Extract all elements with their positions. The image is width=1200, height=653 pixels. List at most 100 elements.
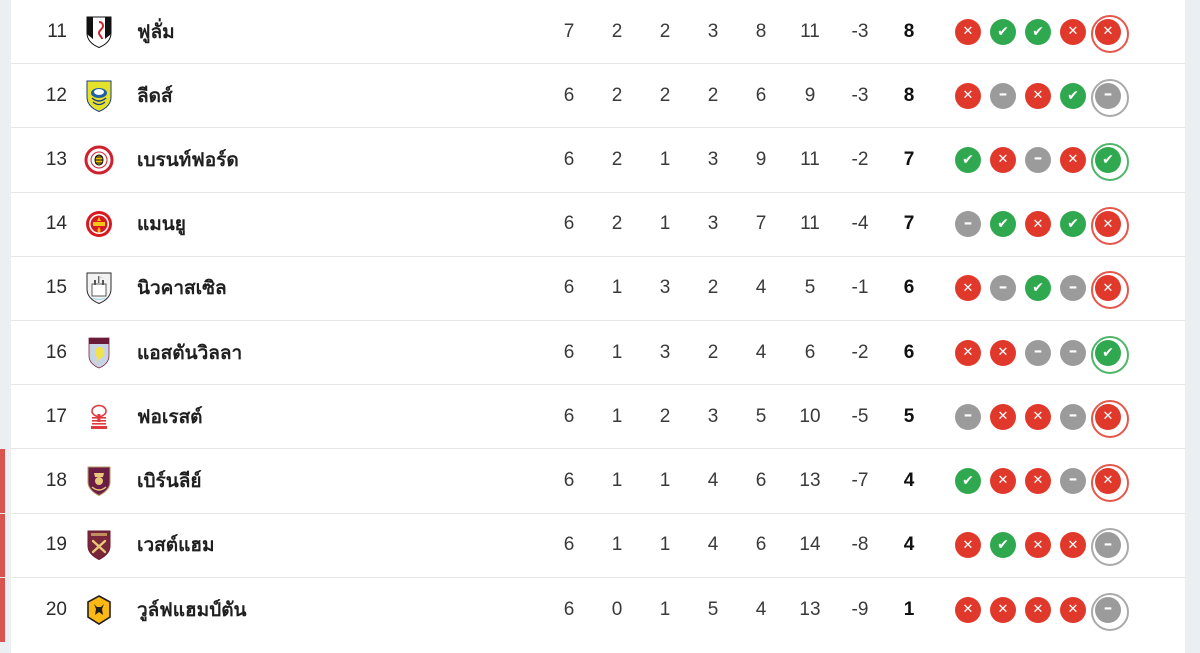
table-row[interactable]: 12 ลีดส์ 6 2 2 2 6 9 -3 8 ✕ – ✕ ✔ – (11, 64, 1185, 129)
form-loss-icon[interactable]: ✕ (1060, 532, 1086, 559)
form-draw-icon[interactable]: – (990, 275, 1016, 302)
form-draw-icon[interactable]: – (1060, 467, 1086, 494)
position-cell: 18 (45, 469, 67, 491)
form-cell: ✕ ✕ ✕ ✕ – (955, 592, 1129, 631)
points-cell: 8 (903, 84, 915, 106)
form-loss-icon[interactable]: ✕ (955, 339, 981, 366)
table-row[interactable]: 13 เบรนท์ฟอร์ด 6 2 1 3 9 11 -2 7 ✔ ✕ – ✕ ✔ (11, 128, 1185, 193)
form-draw-icon[interactable]: – (1060, 275, 1086, 302)
form-loss-icon[interactable]: ✕ (990, 467, 1016, 494)
form-loss-icon[interactable]: ✕ (1060, 18, 1086, 45)
form-draw-icon[interactable]: – (1091, 592, 1129, 631)
goals-against-cell: 13 (799, 469, 821, 491)
form-loss-icon[interactable]: ✕ (1091, 207, 1129, 246)
played-cell: 6 (563, 405, 575, 427)
form-loss-icon[interactable]: ✕ (1025, 596, 1051, 623)
form-win-icon[interactable]: ✔ (1091, 142, 1129, 181)
form-draw-icon[interactable]: – (1091, 78, 1129, 117)
position-cell: 17 (45, 405, 67, 427)
form-win-icon[interactable]: ✔ (1025, 18, 1051, 45)
form-loss-icon[interactable]: ✕ (955, 275, 981, 302)
form-draw-icon[interactable]: – (1060, 339, 1086, 366)
goals-for-cell: 7 (755, 213, 767, 235)
form-win-icon[interactable]: ✔ (1060, 211, 1086, 238)
points-cell: 7 (903, 148, 915, 170)
drawn-cell: 2 (659, 20, 671, 42)
club-badge (73, 400, 125, 434)
table-row[interactable]: 19 เวสต์แฮม 6 1 1 4 6 14 -8 4 ✕ ✔ ✕ ✕ – (0, 513, 1185, 578)
team-name-cell[interactable]: เบรนท์ฟอร์ด (137, 149, 239, 171)
form-loss-icon[interactable]: ✕ (1060, 596, 1086, 623)
form-loss-icon[interactable]: ✕ (1025, 211, 1051, 238)
form-draw-icon[interactable]: – (1025, 146, 1051, 173)
form-draw-icon[interactable]: – (1091, 528, 1129, 567)
form-win-icon[interactable]: ✔ (955, 467, 981, 494)
goal-difference-cell: -1 (851, 277, 869, 299)
position-cell: 12 (45, 84, 67, 106)
form-cell: ✕ ✕ – – ✔ (955, 335, 1129, 374)
table-row[interactable]: 20 วูล์ฟแฮมป์ตัน 6 0 1 5 4 13 -9 1 ✕ ✕ ✕ ✕ – (0, 577, 1185, 642)
lost-cell: 3 (707, 405, 719, 427)
form-draw-icon[interactable]: – (990, 82, 1016, 109)
form-loss-icon[interactable]: ✕ (955, 596, 981, 623)
team-name-cell[interactable]: แมนยู (137, 214, 186, 236)
goal-difference-cell: -4 (851, 213, 869, 235)
table-row[interactable]: 18 เบิร์นลีย์ 6 1 1 4 6 13 -7 4 ✔ ✕ ✕ – ✕ (0, 449, 1185, 514)
points-cell: 1 (903, 598, 915, 620)
team-name-cell[interactable]: ฟูลั่ม (137, 21, 175, 43)
form-loss-icon[interactable]: ✕ (1091, 271, 1129, 310)
form-win-icon[interactable]: ✔ (955, 146, 981, 173)
table-row[interactable]: 14 แมนยู 6 2 1 3 7 11 -4 7– ✔ ✕ ✔ ✕ (11, 193, 1185, 257)
form-loss-icon[interactable]: ✕ (990, 596, 1016, 623)
form-loss-icon[interactable]: ✕ (955, 82, 981, 109)
form-win-icon[interactable]: ✔ (990, 532, 1016, 559)
form-win-icon[interactable]: ✔ (990, 211, 1016, 238)
form-loss-icon[interactable]: ✕ (1091, 463, 1129, 502)
form-loss-icon[interactable]: ✕ (1091, 399, 1129, 438)
table-row[interactable]: 17 ฟอเรสต์ 6 1 2 3 5 10 -5 5– ✕ ✕ – ✕ (11, 385, 1185, 450)
form-draw-icon[interactable]: – (955, 403, 981, 430)
form-loss-icon[interactable]: ✕ (955, 18, 981, 45)
form-draw-icon[interactable]: – (1025, 339, 1051, 366)
form-draw-icon[interactable]: – (1060, 403, 1086, 430)
club-badge (73, 464, 125, 498)
played-cell: 6 (563, 469, 575, 491)
table-row[interactable]: 11 ฟูลั่ม 7 2 2 3 8 11 -3 8 ✕ ✔ ✔ ✕ ✕ (11, 0, 1185, 65)
wolves-badge-icon (84, 593, 114, 627)
lost-cell: 2 (707, 277, 719, 299)
goals-against-cell: 10 (799, 405, 821, 427)
drawn-cell: 1 (659, 534, 671, 556)
form-loss-icon[interactable]: ✕ (1091, 14, 1129, 53)
form-win-icon[interactable]: ✔ (990, 18, 1016, 45)
goal-difference-cell: -8 (851, 534, 869, 556)
won-cell: 0 (611, 598, 623, 620)
form-loss-icon[interactable]: ✕ (1025, 532, 1051, 559)
played-cell: 6 (563, 148, 575, 170)
table-row[interactable]: 16 แอสตันวิลลา 6 1 3 2 4 6 -2 6 ✕ ✕ – – ✔ (11, 321, 1185, 386)
form-draw-icon[interactable]: – (955, 211, 981, 238)
table-row[interactable]: 15 นิวคาสเซิล 6 1 3 2 4 5 -1 6 ✕ – ✔ – ✕ (11, 257, 1185, 321)
form-win-icon[interactable]: ✔ (1091, 335, 1129, 374)
form-loss-icon[interactable]: ✕ (990, 146, 1016, 173)
club-badge (73, 593, 125, 627)
team-name-cell[interactable]: ลีดส์ (137, 85, 173, 107)
form-cell: ✕ ✔ ✔ ✕ ✕ (955, 14, 1129, 53)
form-loss-icon[interactable]: ✕ (1060, 146, 1086, 173)
form-loss-icon[interactable]: ✕ (990, 403, 1016, 430)
team-name-cell[interactable]: เบิร์นลีย์ (137, 470, 202, 492)
form-loss-icon[interactable]: ✕ (990, 339, 1016, 366)
form-loss-icon[interactable]: ✕ (1025, 82, 1051, 109)
form-loss-icon[interactable]: ✕ (1025, 467, 1051, 494)
team-name-cell[interactable]: แอสตันวิลลา (137, 342, 243, 364)
form-win-icon[interactable]: ✔ (1060, 82, 1086, 109)
team-name-cell[interactable]: นิวคาสเซิล (137, 278, 227, 300)
team-name-cell[interactable]: วูล์ฟแฮมป์ตัน (137, 599, 247, 621)
team-name-cell[interactable]: ฟอเรสต์ (137, 406, 203, 428)
goals-for-cell: 5 (755, 405, 767, 427)
won-cell: 2 (611, 148, 623, 170)
form-win-icon[interactable]: ✔ (1025, 275, 1051, 302)
form-loss-icon[interactable]: ✕ (1025, 403, 1051, 430)
team-name-cell[interactable]: เวสต์แฮม (137, 535, 215, 557)
lost-cell: 3 (707, 148, 719, 170)
form-loss-icon[interactable]: ✕ (955, 532, 981, 559)
